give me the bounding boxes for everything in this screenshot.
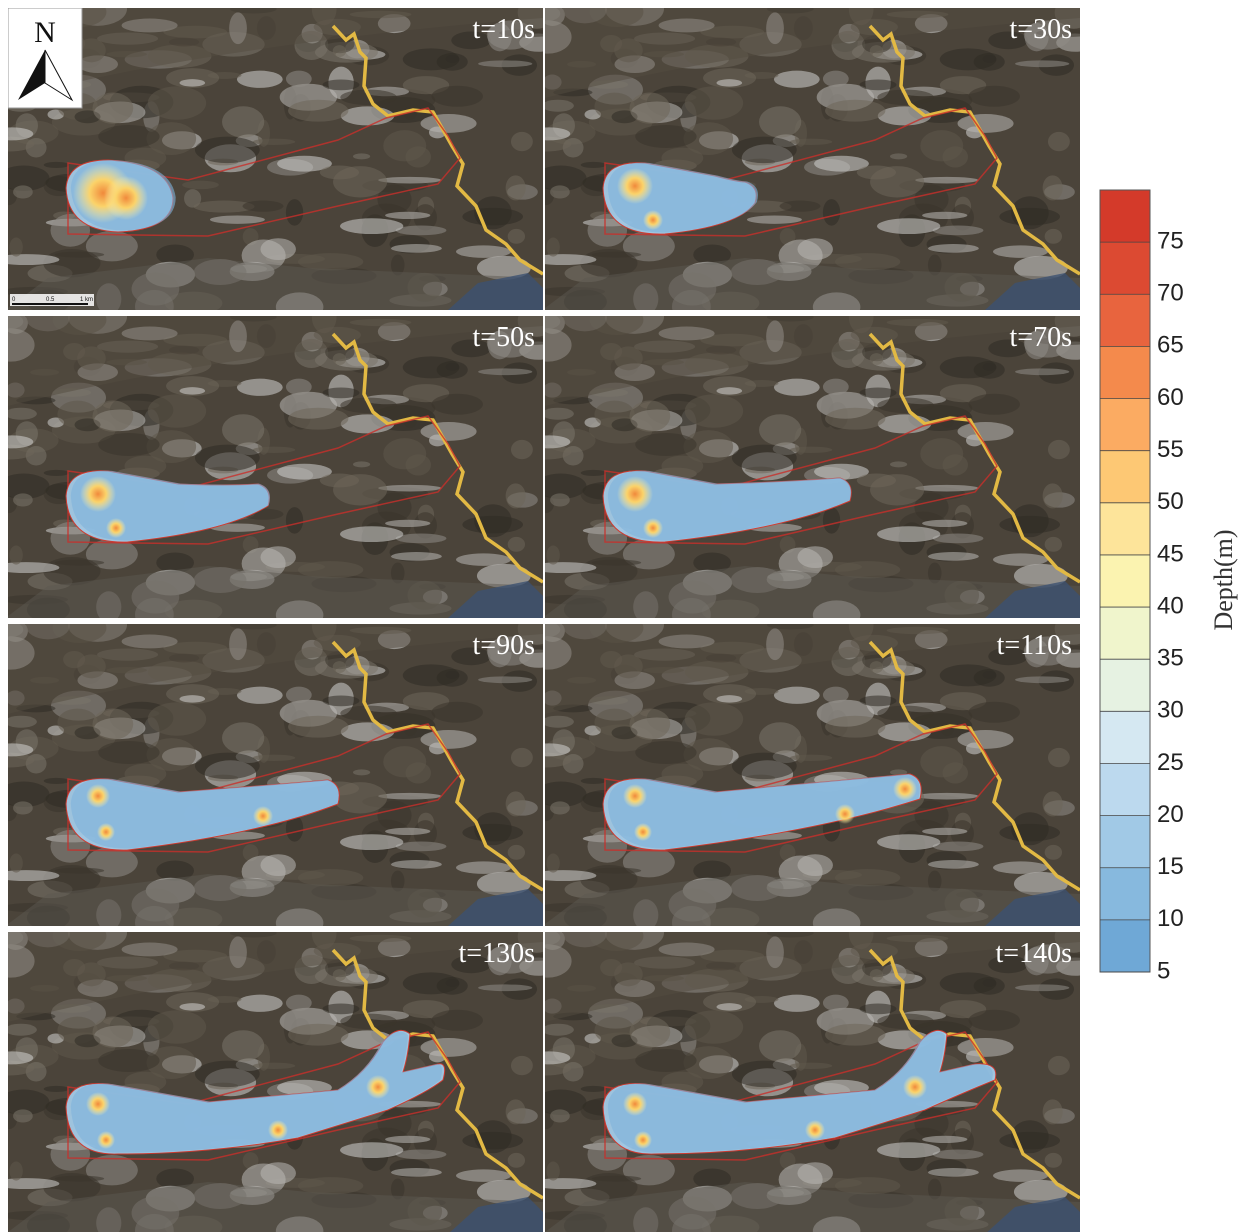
map-panel: t=90s [8, 624, 543, 926]
time-label: t=50s [473, 322, 535, 353]
colorbar-tick-label: 75 [1157, 227, 1184, 254]
satellite-image [545, 316, 1080, 618]
colorbar-tick-label: 60 [1157, 384, 1184, 411]
colorbar-band [1100, 450, 1150, 503]
colorbar-band [1100, 554, 1150, 608]
depth-hotspot [253, 806, 273, 826]
colorbar-band [1100, 815, 1150, 868]
depth-hotspot [617, 476, 653, 512]
colorbar-band [1100, 190, 1150, 243]
colorbar-band [1100, 502, 1150, 555]
colorbar-label: Depth(m) [1209, 529, 1238, 630]
colorbar-tick-label: 55 [1157, 436, 1184, 463]
colorbar-tick-label: 10 [1157, 905, 1184, 932]
depth-hotspot [634, 823, 652, 841]
colorbar-tick-label: 70 [1157, 280, 1184, 307]
colorbar-tick-label: 35 [1157, 645, 1184, 672]
depth-hotspot [623, 1092, 647, 1116]
depth-hotspot [835, 804, 855, 824]
depth-hotspot [634, 1131, 652, 1149]
depth-hotspot [80, 476, 116, 512]
depth-hotspot [643, 518, 663, 538]
map-panel: t=70s [545, 316, 1080, 618]
map-panel: t=30s [545, 8, 1080, 310]
map-panel: t=130s [8, 932, 543, 1232]
colorbar-tick-label: 40 [1157, 592, 1184, 619]
time-label: t=110s [997, 630, 1072, 661]
satellite-image [8, 8, 543, 310]
scale-label: 0 [12, 297, 16, 303]
colorbar-band [1100, 711, 1150, 764]
time-label: t=10s [473, 14, 535, 45]
colorbar-band [1100, 398, 1150, 451]
depth-hotspot [623, 784, 647, 808]
map-panel: t=10s N 0 0.5 1 km [8, 8, 543, 310]
depth-hotspot [97, 1131, 115, 1149]
colorbar-tick-label: 15 [1157, 853, 1184, 880]
depth-hotspot [86, 784, 110, 808]
compass-arrow [44, 49, 74, 102]
colorbar-tick-label: 5 [1157, 957, 1170, 984]
depth-hotspot [366, 1075, 390, 1099]
colorbar-band [1100, 659, 1150, 712]
map-panel: t=110s [545, 624, 1080, 926]
flow-core [607, 470, 852, 541]
depth-hotspot [903, 1075, 927, 1099]
colorbar-tick-label: 25 [1157, 749, 1184, 776]
colorbar-tick-label: 65 [1157, 332, 1184, 359]
flow-core [70, 778, 339, 849]
flow-core [607, 1031, 993, 1153]
colorbar-band [1100, 763, 1150, 816]
colorbar-tick-label: 20 [1157, 801, 1184, 828]
colorbar-band [1100, 919, 1150, 972]
time-label: t=130s [459, 938, 535, 969]
colorbar-band [1100, 346, 1150, 399]
satellite-image [545, 8, 1080, 310]
time-label: t=90s [473, 630, 535, 661]
flow-core [607, 774, 920, 849]
colorbar-band [1100, 242, 1150, 295]
depth-hotspot [805, 1120, 825, 1140]
north-label: N [34, 16, 56, 49]
time-label: t=30s [1010, 14, 1072, 45]
depth-hotspot [893, 777, 917, 801]
compass-arrow [18, 50, 45, 100]
scale-label: 0.5 [46, 297, 55, 303]
depth-hotspot [97, 823, 115, 841]
depth-hotspot [104, 176, 148, 220]
colorbar-band [1100, 867, 1150, 920]
depth-hotspot [268, 1120, 288, 1140]
scale-label: 1 km [80, 297, 93, 303]
colorbar-band [1100, 294, 1150, 347]
depth-hotspot [106, 518, 126, 538]
time-label: t=140s [996, 938, 1072, 969]
colorbar-tick-label: 45 [1157, 540, 1184, 567]
depth-hotspot [643, 210, 663, 230]
map-panel: t=50s [8, 316, 543, 618]
colorbar-tick-label: 50 [1157, 488, 1184, 515]
map-panel: t=140s [545, 932, 1080, 1232]
flow-core [70, 1031, 442, 1153]
depth-hotspot [617, 168, 653, 204]
colorbar-band [1100, 607, 1150, 660]
time-label: t=70s [1010, 322, 1072, 353]
depth-hotspot [86, 1092, 110, 1116]
colorbar-tick-label: 30 [1157, 697, 1184, 724]
